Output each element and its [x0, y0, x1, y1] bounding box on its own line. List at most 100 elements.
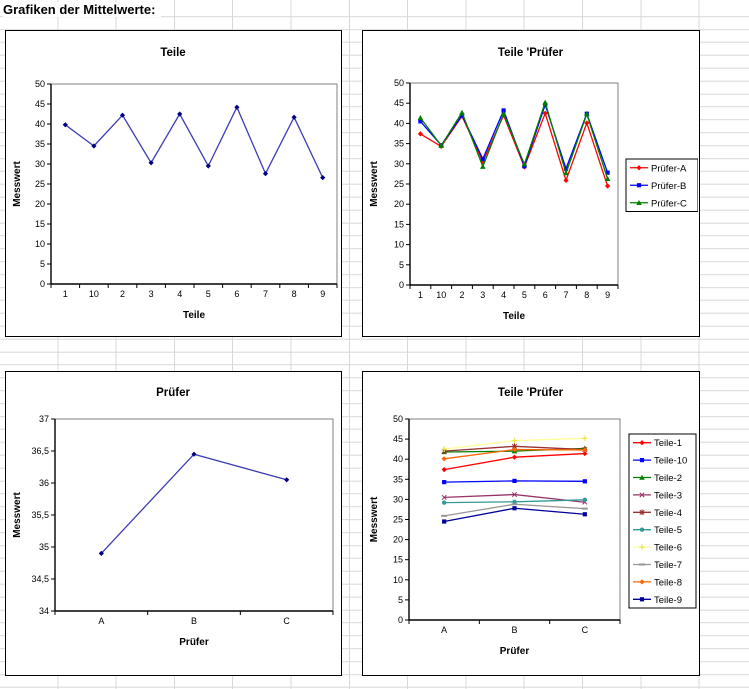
y-tick-label: 0	[398, 615, 403, 625]
y-axis-title: Messwert	[369, 161, 380, 207]
x-tick-label: C	[283, 616, 290, 626]
series-teile-10	[442, 478, 587, 485]
y-tick-label: 15	[394, 219, 404, 229]
legend-label: Teile-5	[654, 525, 682, 536]
y-tick-label: 0	[399, 280, 404, 290]
y-tick-label: 45	[35, 99, 45, 109]
chart-legend: Teile-1 Teile-10 Teile-2 Teile-3 Teile-4 Teil…	[628, 433, 697, 609]
series-teile-7	[441, 503, 588, 517]
x-tick-label: 8	[292, 289, 297, 299]
chart-title: Prüfer	[156, 387, 190, 399]
series-teile-3	[441, 492, 588, 505]
x-axis-title: Prüfer	[179, 637, 209, 648]
legend-label: Teile-4	[654, 508, 682, 519]
legend-label: Teile-3	[654, 490, 682, 501]
legend-label: Teile-10	[654, 456, 687, 467]
y-tick-label: 50	[35, 79, 45, 89]
sheet-header-cell: Grafiken der Mittelwerte:	[3, 2, 162, 17]
chart-canvas: Prüfer Prüfer Messwert 34 34,5 35 35,5 36 36,5 37…	[12, 387, 334, 648]
y-tick-label: 30	[394, 159, 404, 169]
chart-title: Teile 'Prüfer	[498, 47, 564, 59]
chart-pruefer-teile-bottom[interactable]: Teile 'Prüfer Prüfer Messwert 0 5 10 15 20 25 30 3…	[362, 371, 700, 676]
legend-label: Teile-9	[654, 595, 682, 606]
plot-area	[50, 83, 338, 285]
y-tick-label: 34,5	[31, 574, 49, 584]
x-tick-label: A	[441, 625, 447, 635]
y-tick-label: 45	[394, 98, 404, 108]
chart-title: Teile 'Prüfer	[498, 387, 564, 399]
y-tick-label: 35	[39, 542, 49, 552]
x-tick-label: 4	[177, 289, 182, 299]
y-tick-label: 25	[394, 179, 404, 189]
y-tick-label: 36	[39, 478, 49, 488]
legend-label: Prüfer-A	[651, 163, 687, 174]
x-tick-label: 6	[543, 290, 548, 300]
legend-label: Teile-1	[654, 438, 682, 449]
chart-title: Teile	[160, 47, 185, 59]
x-axis-title: Teile	[183, 310, 205, 321]
y-axis-title: Messwert	[12, 492, 23, 538]
y-tick-label: 10	[393, 575, 403, 585]
x-tick-label: 1	[63, 289, 68, 299]
y-tick-label: 35	[35, 139, 45, 149]
plot-area	[54, 418, 334, 612]
y-tick-label: 5	[40, 259, 45, 269]
legend-label: Teile-6	[654, 543, 682, 554]
legend-label: Teile-8	[654, 577, 682, 588]
x-tick-label: 5	[206, 289, 211, 299]
x-tick-label: 9	[605, 290, 610, 300]
y-tick-label: 5	[398, 595, 403, 605]
y-tick-label: 20	[393, 535, 403, 545]
chart-teile-pruefer-top[interactable]: Teile 'Prüfer Teile Messwert 0 5 10 15 20 25 30 35…	[362, 30, 700, 337]
chart-legend: Prüfer-A Prüfer-B Prüfer-C	[625, 158, 698, 212]
x-tick-label: 4	[501, 290, 506, 300]
chart-canvas: Teile 'PrüferTeileMesswert05101520253035…	[369, 47, 698, 322]
y-tick-label: 50	[394, 78, 404, 88]
y-tick-label: 15	[393, 555, 403, 565]
x-axis-title: Prüfer	[500, 646, 530, 657]
legend-label: Teile-7	[654, 560, 682, 571]
plot-area	[409, 82, 619, 286]
x-tick-label: B	[511, 625, 517, 635]
series-teile-9	[442, 506, 587, 524]
y-tick-label: 35	[393, 474, 403, 484]
y-tick-label: 5	[399, 260, 404, 270]
y-tick-label: 20	[35, 199, 45, 209]
y-tick-label: 25	[393, 515, 403, 525]
y-tick-label: 35	[394, 139, 404, 149]
x-tick-label: B	[191, 616, 197, 626]
x-tick-label: 3	[480, 290, 485, 300]
x-tick-label: C	[582, 625, 589, 635]
x-tick-label: 2	[120, 289, 125, 299]
y-tick-label: 30	[35, 159, 45, 169]
legend-label: Prüfer-B	[651, 181, 686, 192]
y-tick-label: 37	[39, 414, 49, 424]
y-tick-label: 10	[35, 239, 45, 249]
y-tick-label: 30	[393, 494, 403, 504]
legend-label: Teile-2	[654, 473, 682, 484]
series-teile-6	[441, 435, 588, 452]
y-tick-label: 40	[393, 454, 403, 464]
y-tick-label: 40	[35, 119, 45, 129]
series-prüfer-c	[417, 99, 611, 181]
y-axis-title: Messwert	[369, 496, 380, 542]
x-tick-label: 3	[149, 289, 154, 299]
chart-pruefer-means[interactable]: Prüfer Prüfer Messwert 34 34,5 35 35,5 36 36,5 37…	[5, 371, 342, 676]
y-tick-label: 34	[39, 606, 49, 616]
chart-canvas: Teile 'Prüfer Prüfer Messwert 0 5 10 15 20 25 30 3…	[369, 387, 697, 657]
y-tick-label: 25	[35, 179, 45, 189]
y-tick-label: 36,5	[31, 446, 49, 456]
x-tick-label: 7	[263, 289, 268, 299]
chart-teile-means[interactable]: Teile Teile Messwert 0 5 10 15 20 25 30 35 40 45 50 1 1…	[5, 30, 342, 337]
series-mittelwert	[62, 104, 326, 181]
legend-label: Prüfer-C	[651, 198, 687, 209]
x-tick-label: 6	[234, 289, 239, 299]
y-tick-label: 35,5	[31, 510, 49, 520]
y-axis-title: Messwert	[12, 161, 23, 207]
x-tick-label: 1	[418, 290, 423, 300]
x-tick-label: 9	[320, 289, 325, 299]
x-tick-label: 2	[459, 290, 464, 300]
series-teile-5	[441, 497, 588, 505]
